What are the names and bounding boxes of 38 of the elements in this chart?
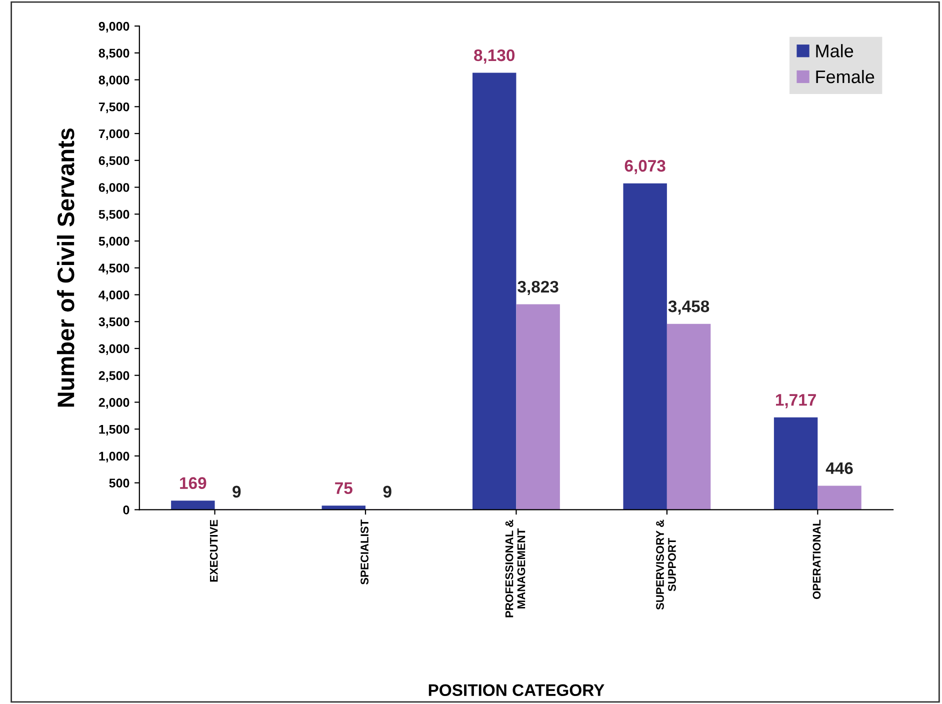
x-tick-label: SUPERVISORY & SUPPORT — [656, 520, 676, 610]
data-label: 1,717 — [776, 394, 816, 408]
y-tick-label: 1,000 — [99, 452, 130, 462]
y-tick-label: 8,500 — [98, 48, 130, 60]
x-axis-title: POSITION CATEGORY — [428, 684, 604, 696]
x-tick-label: OPERATIONAL — [812, 520, 821, 600]
x-tick-label: EXECUTIVE — [210, 520, 218, 582]
y-tick-label: 5,000 — [98, 236, 130, 248]
x-tick-label: SPECIALIST — [360, 520, 368, 585]
data-label: 8,130 — [474, 49, 515, 64]
y-tick-label: 2,500 — [98, 371, 130, 382]
legend-label: Female — [816, 70, 874, 84]
y-tick-label: 3,500 — [98, 317, 130, 328]
y-axis-title: Number of Civil Servants — [56, 128, 74, 407]
y-tick-label: 500 — [109, 478, 130, 488]
y-tick-label: 1,500 — [99, 424, 130, 436]
y-tick-label: 7,000 — [98, 129, 130, 140]
y-tick-label: 4,000 — [98, 290, 130, 302]
y-tick-label: 7,500 — [98, 102, 130, 114]
y-tick-label: 4,500 — [98, 264, 130, 274]
data-label: 3,458 — [668, 300, 710, 315]
y-tick-label: 2,000 — [98, 398, 130, 409]
data-label: 75 — [335, 482, 352, 494]
x-tick-label: PROFESSIONAL & MANAGEMENT — [505, 520, 526, 618]
legend-label: Male — [816, 44, 854, 58]
data-label: 3,823 — [518, 280, 558, 296]
data-label: 446 — [826, 462, 853, 474]
data-label: 6,073 — [624, 160, 666, 174]
y-tick-label: 5,500 — [98, 210, 130, 221]
data-label: 9 — [383, 486, 392, 498]
y-tick-label: 8,000 — [98, 76, 130, 86]
y-tick-label: 6,000 — [98, 183, 130, 194]
y-tick-label: 6,500 — [98, 156, 130, 167]
y-tick-label: 0 — [123, 505, 130, 514]
y-tick-label: 3,000 — [98, 344, 130, 355]
y-tick-label: 9,000 — [98, 22, 130, 33]
data-label: 169 — [180, 477, 206, 489]
data-label: 9 — [232, 486, 241, 498]
